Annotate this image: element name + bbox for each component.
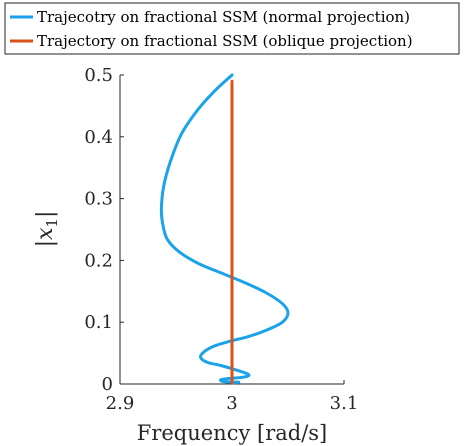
- y-tick-label: 0.3: [84, 189, 113, 210]
- legend-box: [4, 2, 460, 55]
- x-axis-title: Frequency [rad/s]: [137, 421, 328, 445]
- series-normal-projection: [159, 73, 290, 385]
- y-tick-label: 0: [102, 374, 113, 395]
- svg-text:|x1|: |x1|: [33, 211, 61, 248]
- legend: Trajecotry on fractional SSM (normal pro…: [4, 2, 460, 55]
- y-tick-label: 0.2: [84, 250, 113, 271]
- y-tick-label: 0.1: [84, 312, 113, 333]
- y-tick-label: 0.4: [84, 127, 113, 148]
- plot-area: 0 0.1 0.2 0.3 0.4 0.5 2.9 3 3.1: [84, 65, 358, 414]
- legend-label-oblique-projection: Trajectory on fractional SSM (oblique pr…: [37, 32, 413, 50]
- x-tick-label: 3: [226, 393, 237, 414]
- y-tick-label: 0.5: [84, 65, 113, 86]
- ticks: 0 0.1 0.2 0.3 0.4 0.5 2.9 3 3.1: [84, 65, 358, 414]
- y-axis-title: |x1|: [33, 211, 61, 248]
- x-tick-label: 2.9: [106, 393, 135, 414]
- series: [159, 73, 290, 385]
- x-tick-label: 3.1: [330, 393, 359, 414]
- legend-label-normal-projection: Trajecotry on fractional SSM (normal pro…: [37, 8, 410, 26]
